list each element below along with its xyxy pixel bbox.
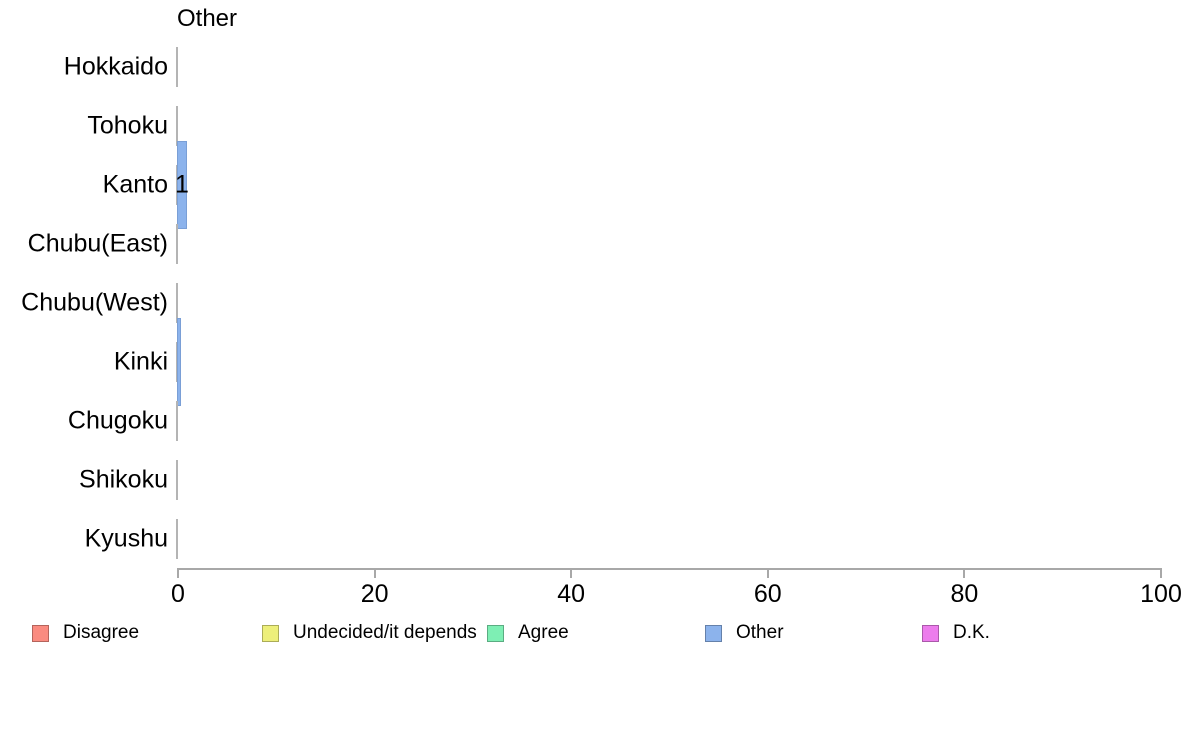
x-axis-tick-label: 40	[557, 580, 586, 608]
x-axis-tick	[766, 568, 769, 578]
category-tick	[176, 106, 178, 147]
legend-swatch-icon	[32, 624, 49, 642]
legend-swatch-icon	[487, 624, 504, 642]
legend-item-other[interactable]: Other	[705, 620, 784, 646]
x-axis-tick-label: 80	[950, 580, 979, 608]
x-axis-tick-label: 60	[753, 580, 782, 608]
category-label-chugoku: Chugoku	[67, 406, 168, 435]
x-axis-tick-label: 0	[171, 580, 185, 608]
legend-item-disagree[interactable]: Disagree	[32, 620, 139, 646]
category-label-kanto: Kanto	[102, 170, 168, 199]
legend-label: Disagree	[63, 622, 140, 643]
category-tick	[176, 518, 178, 559]
legend-item-d-k[interactable]: D.K.	[922, 620, 990, 646]
legend-swatch-icon	[922, 624, 939, 642]
chart-title: Other	[177, 5, 238, 32]
category-tick	[176, 459, 178, 500]
category-row: Chubu(West)	[21, 274, 1160, 333]
x-axis-tick	[1160, 568, 1162, 578]
category-row: Kinki	[114, 317, 1160, 406]
category-label-chubu-east: Chubu(East)	[27, 229, 168, 258]
category-row: Tohoku	[87, 97, 1160, 156]
x-axis-line	[177, 568, 1160, 570]
x-axis-tick	[373, 568, 376, 578]
legend-swatch-icon	[262, 624, 279, 642]
x-axis-tick	[177, 568, 179, 578]
legend-label: Other	[736, 622, 784, 643]
x-axis-tick	[570, 568, 573, 578]
legend-item-undecided-it-depends[interactable]: Undecided/it depends	[262, 620, 477, 646]
category-label-tohoku: Tohoku	[87, 111, 168, 140]
category-label-hokkaido: Hokkaido	[63, 52, 168, 81]
category-row: Hokkaido	[64, 38, 1160, 97]
x-axis-tick-label: 20	[360, 580, 389, 608]
chart-legend: Disagree Undecided/it depends Agree Other D.…	[0, 620, 1188, 650]
category-tick	[176, 47, 178, 88]
category-label-shikoku: Shikoku	[79, 465, 168, 494]
category-row: Shikoku	[79, 450, 1160, 509]
category-label-kinki: Kinki	[113, 347, 168, 376]
category-label-chubu-west: Chubu(West)	[21, 288, 168, 317]
category-row: Chugoku	[68, 391, 1160, 450]
category-tick	[176, 400, 178, 441]
category-row: Chubu(East)	[28, 215, 1160, 274]
legend-swatch-icon	[705, 624, 722, 642]
category-row: Kyushu	[85, 509, 1160, 568]
bar-kanto-other[interactable]	[177, 141, 187, 230]
category-tick	[176, 224, 178, 265]
legend-label: Undecided/it depends	[293, 622, 477, 643]
category-row: Kanto 1	[103, 141, 1160, 230]
x-axis-tick	[963, 568, 966, 578]
legend-item-agree[interactable]: Agree	[487, 620, 569, 646]
category-label-kyushu: Kyushu	[84, 524, 168, 553]
legend-label: Agree	[518, 622, 569, 643]
category-tick	[176, 282, 178, 323]
bar-kinki-other[interactable]	[177, 317, 181, 406]
plot-area: Hokkaido Tohoku Kanto 1 Chubu(East) Chubu(Wes…	[21, 38, 1160, 568]
x-axis-tick-label: 100	[1140, 580, 1182, 608]
legend-label: D.K.	[953, 622, 990, 643]
bar-value-label: 1	[174, 170, 189, 199]
